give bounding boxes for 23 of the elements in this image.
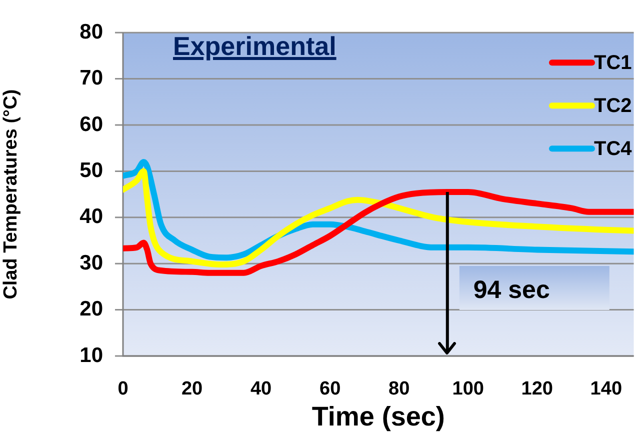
y-tick-label: 10 (80, 344, 103, 367)
x-tick-label: 100 (452, 378, 484, 400)
y-tick-label: 70 (80, 66, 103, 90)
x-tick-label: 80 (388, 378, 410, 400)
y-tick-label: 20 (80, 298, 103, 321)
legend-label: TC2 (594, 95, 632, 118)
x-tick-label: 20 (181, 378, 203, 400)
legend-label: TC1 (594, 52, 632, 74)
ref-line-label: 94 sec (473, 276, 550, 304)
y-tick-label: 40 (80, 205, 103, 228)
x-tick-label: 40 (250, 378, 272, 400)
legend-label: TC4 (594, 138, 633, 160)
y-tick-label: 60 (80, 112, 103, 136)
x-tick-label: 60 (319, 378, 341, 400)
x-tick-label: 120 (521, 378, 553, 400)
x-tick-label: 140 (590, 378, 622, 400)
y-tick-label: 30 (80, 251, 103, 274)
chart-title: Experimental (173, 31, 336, 62)
y-axis-title: Clad Temperatures (°C) (0, 89, 22, 300)
x-tick-label: 0 (118, 378, 128, 400)
x-axis-title: Time (sec) (312, 401, 445, 432)
y-tick-label: 80 (80, 20, 103, 44)
y-tick-label: 50 (80, 158, 103, 182)
